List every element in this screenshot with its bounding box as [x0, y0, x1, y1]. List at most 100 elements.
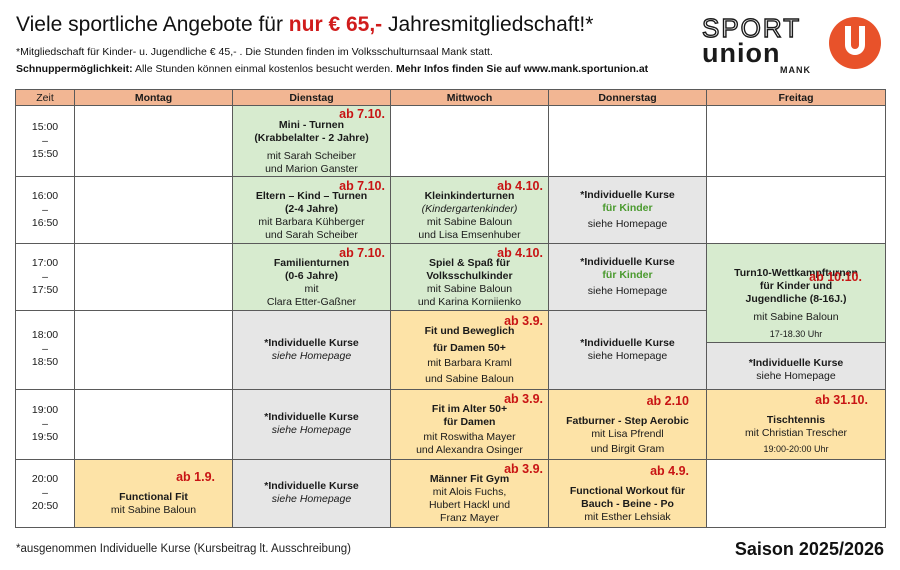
- empty-cell: [74, 243, 233, 311]
- time-start: 19:00: [31, 403, 59, 416]
- course-link: siehe Homepage: [587, 349, 668, 362]
- time-start: 16:00: [31, 189, 59, 202]
- course-trainer: mit Sabine Baloun: [426, 283, 513, 295]
- course-trainer-2: und Lisa Emsenhuber: [418, 229, 521, 241]
- footer-note: *ausgenommen Individuelle Kurse (Kursbei…: [16, 543, 351, 555]
- info-link[interactable]: Mehr Infos finden Sie auf www.mank.sport…: [395, 63, 649, 75]
- course-title: *Individuelle Kurse: [264, 336, 359, 349]
- course-individuelle-kurse[interactable]: *Individuelle Kurse siehe Homepage: [232, 458, 391, 528]
- course-sub: (2-4 Jahre): [284, 203, 339, 215]
- course-sub: für Damen 50+: [433, 342, 506, 355]
- course-sub: (0-6 Jahre): [284, 270, 339, 282]
- time-dash: –: [42, 270, 48, 283]
- time-slot: 16:00–16:50: [15, 176, 75, 244]
- title-pre: Viele sportliche Angebote für: [16, 13, 289, 36]
- start-date: ab 7.10.: [339, 107, 385, 121]
- logo-word-mank: MANK: [780, 65, 811, 75]
- course-individuelle-kurse[interactable]: *Individuelle Kurse siehe Homepage: [232, 310, 391, 390]
- table-row: 16:00–16:50 ab 7.10. Eltern – Kind – Tur…: [15, 176, 886, 244]
- time-start: 17:00: [31, 256, 59, 269]
- empty-cell: [706, 176, 886, 244]
- table-row: 15:00–15:50 ab 7.10. Mini - Turnen (Krab…: [15, 105, 886, 177]
- empty-cell: [706, 458, 886, 528]
- course-sub: Volksschulkinder: [426, 270, 513, 282]
- course-title: Functional Workout für: [569, 484, 686, 497]
- time-end: 19:50: [31, 430, 59, 443]
- course-mini-turnen[interactable]: ab 7.10. Mini - Turnen (Krabbelalter - 2…: [232, 105, 391, 177]
- course-fatburner[interactable]: ab 2.10 Fatburner - Step Aerobic mit Lis…: [548, 388, 707, 460]
- col-header-montag: Montag: [74, 89, 233, 106]
- course-trainer-2: Hubert Hackl und: [428, 499, 511, 511]
- course-title: Kleinkinderturnen: [424, 190, 515, 202]
- course-individuelle-kurse[interactable]: *Individuelle Kurse siehe Homepage: [707, 341, 885, 389]
- course-title: *Individuelle Kurse: [264, 480, 359, 492]
- start-date: ab 7.10.: [339, 246, 385, 260]
- course-title: *Individuelle Kurse: [748, 356, 844, 369]
- start-date: ab 7.10.: [339, 179, 385, 193]
- course-functional-workout[interactable]: ab 4.9. Functional Workout für Bauch - B…: [548, 458, 707, 528]
- course-title: Familienturnen: [273, 257, 350, 269]
- course-turn10-cont[interactable]: mit Sabine Baloun 17-18.30 Uhr: [707, 310, 885, 342]
- course-trainer: mit Barbara Kühberger: [258, 216, 365, 228]
- course-trainer-2: Clara Etter-Gaßner: [266, 296, 357, 308]
- course-turn10[interactable]: ab 10.10. Turn10-Wettkampfturnen für Kin…: [706, 243, 886, 311]
- course-title: *Individuelle Kurse: [580, 189, 675, 201]
- course-individuelle-kurse-kinder[interactable]: *Individuelle Kurse für Kinder siehe Hom…: [548, 176, 707, 244]
- course-link: siehe Homepage: [756, 369, 836, 382]
- membership-note: *Mitgliedschaft für Kinder- u. Jugendlic…: [16, 46, 493, 58]
- time-end: 20:50: [31, 499, 59, 512]
- course-trainer: mit Sarah Scheiber: [266, 150, 357, 162]
- course-link: siehe Homepage: [587, 285, 668, 297]
- course-spiel-spass[interactable]: ab 4.10. Spiel & Spaß für Volksschulkind…: [390, 243, 549, 311]
- course-link: siehe Homepage: [271, 349, 352, 362]
- empty-cell: [74, 176, 233, 244]
- course-individuelle-kurse[interactable]: *Individuelle Kurse siehe Homepage: [232, 388, 391, 460]
- course-fit-im-alter[interactable]: ab 3.9. Fit im Alter 50+ für Damen mit R…: [390, 388, 549, 460]
- course-individuelle-kurse-kinder[interactable]: *Individuelle Kurse für Kinder siehe Hom…: [548, 243, 707, 311]
- course-fit-und-beweglich[interactable]: ab 3.9. Fit und Beweglich für Damen 50+ …: [390, 310, 549, 390]
- course-maenner-fit-gym[interactable]: ab 3.9. Männer Fit Gym mit Alois Fuchs, …: [390, 458, 549, 528]
- empty-cell: [390, 105, 549, 177]
- start-date: ab 4.10.: [497, 246, 543, 260]
- trial-note: Schnuppermöglichkeit: Alle Stunden könne…: [16, 62, 676, 76]
- course-eltern-kind-turnen[interactable]: ab 7.10. Eltern – Kind – Turnen (2-4 Jah…: [232, 176, 391, 244]
- course-trainer-2: und Sarah Scheiber: [265, 229, 358, 241]
- course-familienturnen[interactable]: ab 7.10. Familienturnen (0-6 Jahre) mit …: [232, 243, 391, 311]
- course-tischtennis[interactable]: ab 31.10. Tischtennis mit Christian Tres…: [706, 388, 886, 460]
- course-trainer: mit Lisa Pfrendl: [591, 427, 664, 440]
- course-title: Functional Fit: [119, 491, 188, 503]
- title-price: nur € 65,-: [288, 13, 383, 36]
- table-row: 17:00–17:50 ab 7.10. Familienturnen (0-6…: [15, 243, 886, 311]
- time-start: 18:00: [31, 329, 59, 342]
- course-time: 19:00-20:00 Uhr: [763, 444, 829, 454]
- course-individuelle-kurse[interactable]: *Individuelle Kurse siehe Homepage: [548, 310, 707, 390]
- course-sub: (Krabbelalter - 2 Jahre): [254, 132, 369, 144]
- time-dash: –: [42, 134, 48, 147]
- empty-cell: [74, 310, 233, 390]
- course-trainer: mit Sabine Baloun: [753, 310, 839, 323]
- empty-cell: [74, 388, 233, 460]
- time-dash: –: [42, 343, 48, 356]
- page-title: Viele sportliche Angebote für nur € 65,-…: [16, 12, 676, 38]
- header: Viele sportliche Angebote für nur € 65,-…: [16, 12, 676, 76]
- time-slot: 18:00–18:50: [15, 310, 75, 390]
- course-sub: für Kinder: [602, 202, 653, 214]
- start-date: ab 10.10.: [809, 269, 862, 284]
- time-start: 20:00: [31, 472, 59, 485]
- course-kleinkinderturnen[interactable]: ab 4.10. Kleinkinderturnen (Kindergarten…: [390, 176, 549, 244]
- course-trainer-2: und Birgit Gram: [590, 442, 665, 455]
- course-sub: Bauch - Beine - Po: [581, 497, 674, 510]
- course-title: *Individuelle Kurse: [580, 256, 675, 268]
- course-functional-fit[interactable]: ab 1.9. Functional Fit mit Sabine Baloun: [74, 458, 233, 528]
- col-header-zeit: Zeit: [15, 89, 75, 106]
- freitag-split-cell: mit Sabine Baloun 17-18.30 Uhr *Individu…: [706, 310, 886, 390]
- col-header-dienstag: Dienstag: [232, 89, 391, 106]
- logo-word-sport: SPORT: [701, 13, 802, 43]
- course-title: *Individuelle Kurse: [580, 336, 675, 349]
- course-link: siehe Homepage: [587, 218, 668, 230]
- course-title: Tischtennis: [766, 414, 826, 426]
- time-end: 15:50: [31, 147, 59, 160]
- course-trainer: mit Christian Trescher: [744, 427, 848, 439]
- course-title: Fit und Beweglich: [424, 325, 515, 338]
- course-trainer: mit Sabine Baloun: [110, 504, 197, 516]
